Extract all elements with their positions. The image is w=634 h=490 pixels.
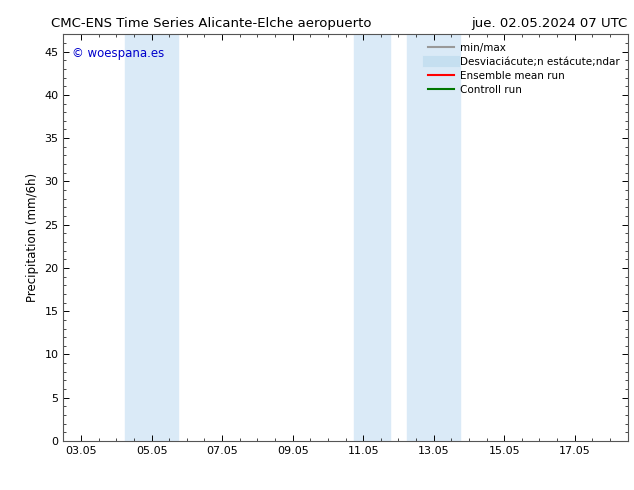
Bar [125,34,178,441]
Bar [407,34,460,441]
Legend: min/max, Desviaciácute;n estácute;ndar, Ensemble mean run, Controll run: min/max, Desviaciácute;n estácute;ndar, … [425,40,623,98]
Text: CMC-ENS Time Series Alicante-Elche aeropuerto: CMC-ENS Time Series Alicante-Elche aerop… [51,17,372,30]
Y-axis label: Precipitation (mm/6h): Precipitation (mm/6h) [26,173,39,302]
Text: jue. 02.05.2024 07 UTC: jue. 02.05.2024 07 UTC [472,17,628,30]
Bar [354,34,390,441]
Text: © woespana.es: © woespana.es [72,47,164,59]
